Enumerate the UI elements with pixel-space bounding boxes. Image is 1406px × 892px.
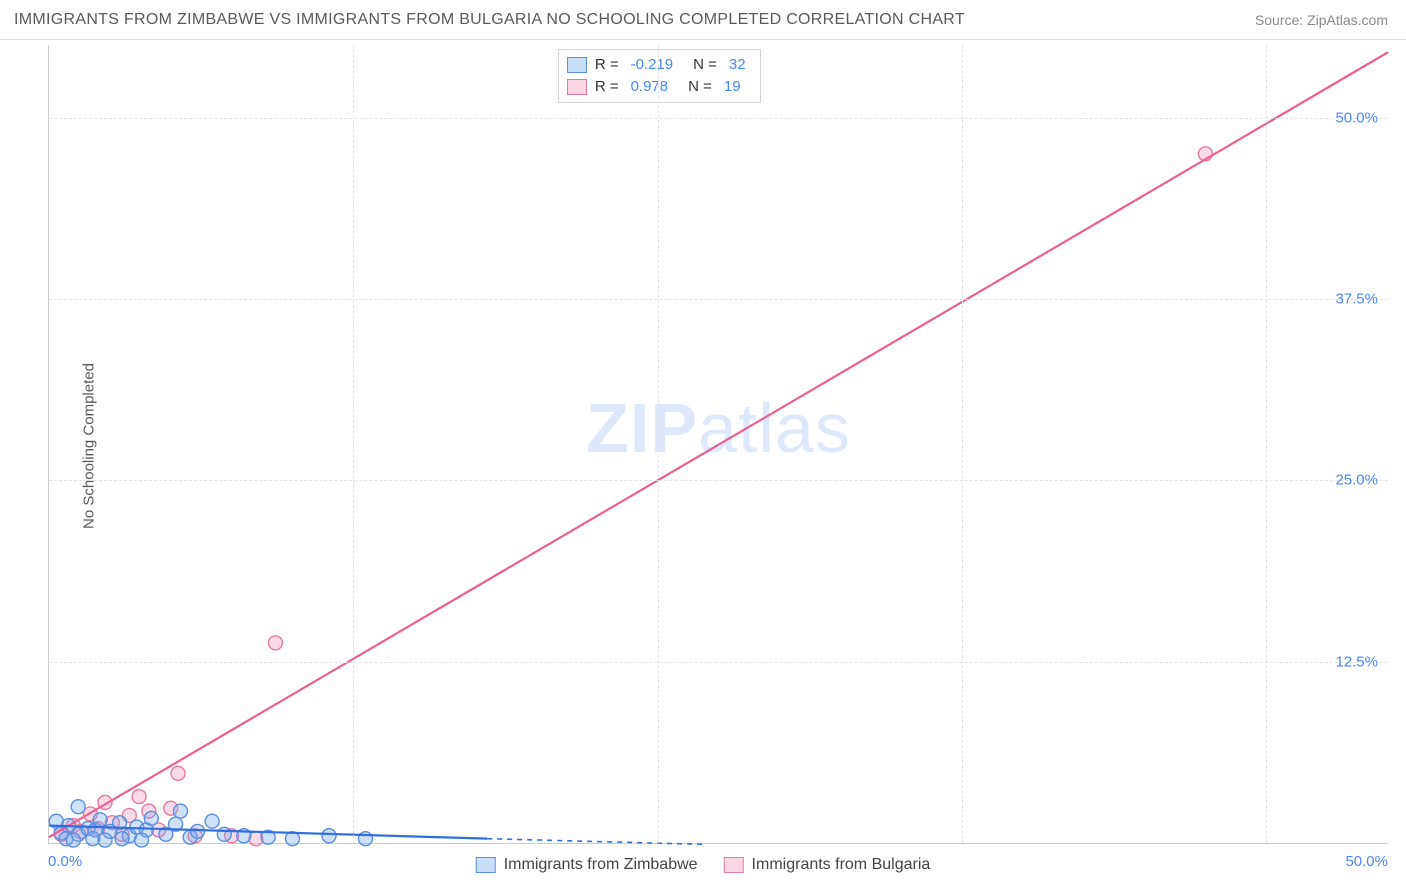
- y-tick-label: 12.5%: [1335, 653, 1378, 670]
- n-label: N =: [681, 54, 717, 76]
- y-tick-label: 37.5%: [1335, 290, 1378, 307]
- gridline-v: [1266, 45, 1267, 843]
- legend-item: Immigrants from Zimbabwe: [476, 856, 698, 874]
- gridline-v: [658, 45, 659, 843]
- r-value: -0.219: [627, 54, 674, 76]
- plot-area: ZIPatlas R =-0.219N =32R =0.978N =19 12.…: [48, 45, 1388, 844]
- n-value: 19: [720, 76, 741, 98]
- legend-label: Immigrants from Bulgaria: [752, 856, 931, 874]
- n-value: 32: [725, 54, 746, 76]
- gridline-h: [49, 662, 1388, 663]
- stats-row: R = 0.978 N = 19: [567, 76, 746, 98]
- gridline-v: [353, 45, 354, 843]
- legend-item: Immigrants from Bulgaria: [724, 856, 931, 874]
- gridline-h: [49, 299, 1388, 300]
- r-value: 0.978: [627, 76, 669, 98]
- r-label: R =: [595, 54, 619, 76]
- stats-row: R = -0.219 N = 32: [567, 54, 746, 76]
- legend-swatch: [476, 857, 496, 873]
- r-label: R =: [595, 76, 619, 98]
- gridline-h: [49, 480, 1388, 481]
- x-axis-max-label: 50.0%: [1345, 853, 1388, 870]
- chart-title: IMMIGRANTS FROM ZIMBABWE VS IMMIGRANTS F…: [14, 11, 965, 29]
- gridline-v: [962, 45, 963, 843]
- source-attribution: Source: ZipAtlas.com: [1255, 12, 1388, 28]
- n-label: N =: [676, 76, 712, 98]
- x-axis-min-label: 0.0%: [48, 853, 82, 870]
- legend-swatch: [567, 57, 587, 73]
- y-tick-label: 50.0%: [1335, 109, 1378, 126]
- chart-header: IMMIGRANTS FROM ZIMBABWE VS IMMIGRANTS F…: [0, 0, 1406, 40]
- gridline-h: [49, 118, 1388, 119]
- legend-swatch: [567, 79, 587, 95]
- stats-legend: R =-0.219N =32R =0.978N =19: [558, 49, 761, 103]
- legend-swatch: [724, 857, 744, 873]
- legend-label: Immigrants from Zimbabwe: [504, 856, 698, 874]
- series-legend: Immigrants from Zimbabwe Immigrants from …: [476, 856, 931, 874]
- chart-svg: [49, 45, 1388, 843]
- y-tick-label: 25.0%: [1335, 472, 1378, 489]
